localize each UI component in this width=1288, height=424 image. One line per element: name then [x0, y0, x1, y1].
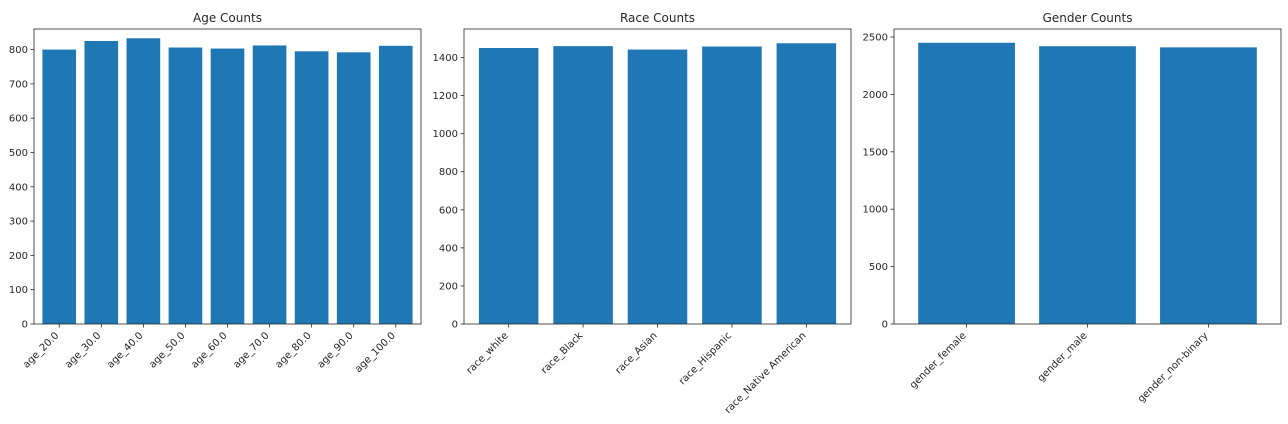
y-tick-label: 400: [9, 182, 28, 193]
chart-title: Gender Counts: [1043, 11, 1133, 25]
y-tick-label: 200: [9, 251, 28, 262]
bar-race-asian: [627, 49, 688, 324]
x-tick-label: gender_male: [1036, 330, 1090, 384]
bar-age-90-0: [336, 52, 371, 324]
bar-age-40-0: [126, 38, 161, 324]
bar-gender-non-binary: [1160, 47, 1257, 325]
x-tick-label: age_60.0: [189, 330, 229, 370]
y-tick-label: 700: [9, 79, 28, 90]
x-tick-label: race_Asian: [614, 330, 660, 376]
bar-gender-male: [1039, 46, 1136, 325]
x-tick-label: age_90.0: [316, 330, 356, 370]
bar-race-white: [478, 48, 539, 324]
chart-age: Age Counts age_20.0 age_30.0 age_40.0 age_50…: [9, 11, 422, 375]
x-tick-label: age_20.0: [21, 330, 61, 370]
chart-title: Race Counts: [620, 11, 695, 25]
bar-age-20-0: [42, 49, 77, 325]
y-tick-label: 200: [439, 281, 458, 292]
x-tick-label: race_white: [465, 330, 511, 376]
x-tick-label: race_Black: [539, 330, 585, 376]
y-tick-label: 500: [869, 262, 888, 273]
y-tick-label: 1200: [433, 91, 458, 102]
y-tick-label: 800: [439, 167, 458, 178]
y-tick-label: 400: [439, 243, 458, 254]
bar-age-80-0: [294, 51, 329, 325]
y-tick-label: 300: [9, 217, 28, 228]
x-tick-label: gender_non-binary: [1136, 330, 1211, 405]
x-tick-label: race_Hispanic: [677, 330, 734, 387]
x-tick-label: age_50.0: [147, 330, 187, 370]
y-tick-label: 2000: [863, 90, 888, 101]
bar-age-30-0: [84, 41, 119, 325]
y-tick-label: 0: [452, 320, 458, 331]
bar-age-100-0: [378, 45, 413, 325]
x-tick-label: age_30.0: [63, 330, 103, 370]
bar-race-black: [553, 46, 613, 325]
y-tick-label: 100: [9, 285, 28, 296]
y-tick-label: 600: [9, 114, 28, 125]
y-tick-label: 1500: [863, 147, 888, 158]
x-tick-label: age_40.0: [105, 330, 145, 370]
y-tick-label: 800: [9, 45, 28, 56]
bar-age-70-0: [252, 45, 287, 324]
bar-race-hispanic: [702, 46, 762, 325]
y-tick-label: 0: [22, 320, 28, 331]
bar-gender-female: [918, 42, 1015, 324]
x-tick-label: age_70.0: [231, 330, 271, 370]
x-tick-label: age_80.0: [274, 330, 314, 370]
y-tick-label: 1400: [433, 53, 458, 64]
chart-race: Race Counts race_white race_Black race_Asia…: [433, 11, 852, 416]
y-tick-label: 1000: [863, 205, 888, 216]
chart-gender: Gender Counts gender_female gender_male gen…: [863, 11, 1282, 405]
bar-age-50-0: [168, 47, 203, 324]
plot-frame: [463, 28, 852, 325]
x-tick-label: age_100.0: [353, 330, 398, 375]
y-tick-label: 2500: [863, 33, 888, 44]
y-tick-label: 0: [882, 320, 888, 331]
bar-race-native-american: [776, 43, 837, 324]
plot-frame: [893, 28, 1282, 325]
y-tick-label: 600: [439, 205, 458, 216]
y-tick-label: 1000: [433, 129, 458, 140]
y-tick-label: 500: [9, 148, 28, 159]
plot-frame: [33, 28, 422, 325]
x-tick-label: race_Native American: [723, 330, 809, 416]
x-tick-label: gender_female: [908, 330, 969, 391]
bar-age-60-0: [210, 48, 245, 324]
chart-title: Age Counts: [193, 11, 262, 25]
